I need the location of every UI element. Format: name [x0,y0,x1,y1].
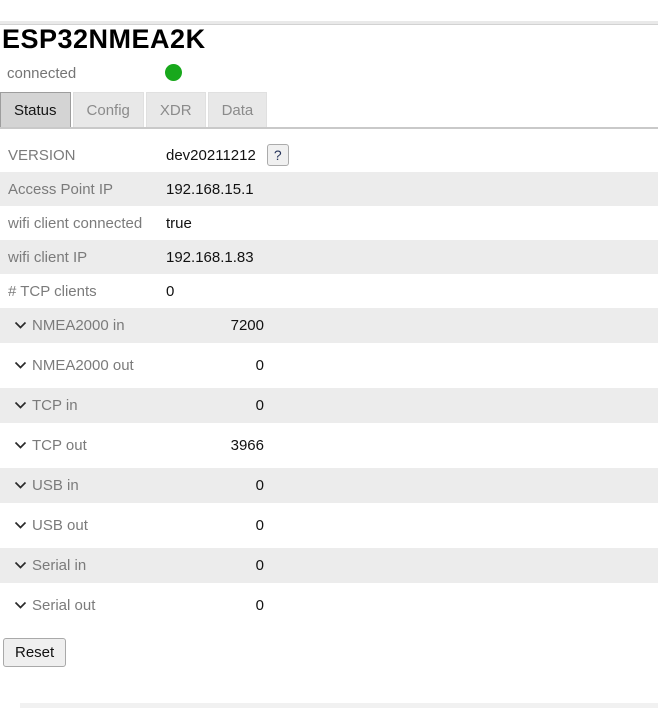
chevron-down-icon[interactable] [14,521,28,530]
tab-xdr[interactable]: XDR [145,92,206,127]
chevron-down-icon[interactable] [14,601,28,610]
tab-data[interactable]: Data [207,92,268,127]
bottom-scrollbar-strip [20,703,658,708]
row-label: wifi client connected [8,214,143,232]
table-row-wifi-client-ip: wifi client IP 192.168.1.83 [0,240,658,274]
row-value: 0 [166,282,175,300]
counter-label: TCP in [32,397,78,414]
connection-status: connected [0,63,658,85]
counter-label: Serial out [32,597,96,614]
counter-label: NMEA2000 in [32,317,125,334]
connection-status-dot-icon [165,64,182,81]
row-value: true [166,214,192,232]
tab-config[interactable]: Config [72,92,144,127]
row-value: 192.168.15.1 [166,180,254,198]
chevron-down-icon[interactable] [14,361,28,370]
row-label: wifi client IP [8,248,88,266]
connection-status-label: connected [7,65,77,82]
table-row-wifi-client-connected: wifi client connected true [0,206,658,240]
chevron-down-icon[interactable] [14,561,28,570]
row-label: VERSION [8,146,76,164]
page-title: ESP32NMEA2K [2,24,206,54]
table-row-version: VERSION dev20211212 ? [0,138,658,172]
counter-row-tcp-in: TCP in 0 [0,388,658,423]
counter-label: USB out [32,517,88,534]
counter-row-serial-out: Serial out 0 [0,588,658,623]
counter-row-nmea2000-out: NMEA2000 out 0 [0,348,658,383]
table-row-tcp-clients: # TCP clients 0 [0,274,658,308]
counter-value: 0 [255,357,264,374]
counter-label: USB in [32,477,79,494]
row-label: Access Point IP [8,180,114,198]
tab-bar: Status Config XDR Data [0,92,658,129]
top-progress-strip [0,21,658,25]
row-value: dev20211212 [166,146,256,164]
counter-label: NMEA2000 out [32,357,134,374]
counter-row-usb-in: USB in 0 [0,468,658,503]
chevron-down-icon[interactable] [14,481,28,490]
counter-row-tcp-out: TCP out 3966 [0,428,658,463]
chevron-down-icon[interactable] [14,401,28,410]
counter-value: 0 [255,517,264,534]
row-value: 192.168.1.83 [166,248,254,266]
chevron-down-icon[interactable] [14,321,28,330]
tab-status[interactable]: Status [0,92,71,127]
counter-value: 3966 [230,437,264,454]
counter-value: 0 [255,397,264,414]
version-help-button[interactable]: ? [266,144,289,166]
row-label: # TCP clients [8,282,97,300]
counter-value: 0 [255,477,264,494]
table-row-access-point-ip: Access Point IP 192.168.15.1 [0,172,658,206]
counter-label: Serial in [32,557,87,574]
reset-button[interactable]: Reset [3,638,67,667]
counter-row-serial-in: Serial in 0 [0,548,658,583]
counter-value: 7200 [230,317,264,334]
counter-label: TCP out [32,437,87,454]
counter-value: 0 [255,597,264,614]
counter-row-usb-out: USB out 0 [0,508,658,543]
counter-value: 0 [255,557,264,574]
counter-row-nmea2000-in: NMEA2000 in 7200 [0,308,658,343]
status-table: VERSION dev20211212 ? Access Point IP 19… [0,138,658,623]
chevron-down-icon[interactable] [14,441,28,450]
